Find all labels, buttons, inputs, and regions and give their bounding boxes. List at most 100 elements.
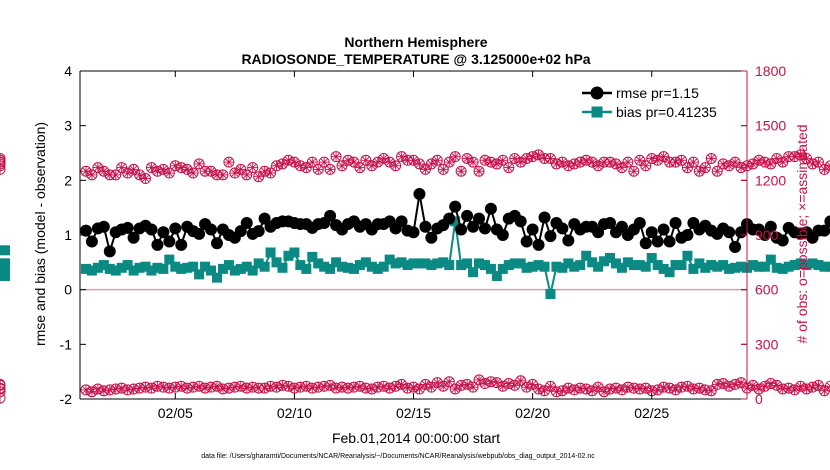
bias-point <box>265 247 276 258</box>
bias-point <box>581 250 592 261</box>
obs-assimilated-point <box>675 154 687 166</box>
obs-possible-point <box>801 383 813 395</box>
bias-point <box>801 260 812 271</box>
obs-assimilated-point <box>777 156 789 168</box>
bias-point <box>688 263 699 274</box>
obs-assimilated-point <box>247 162 259 174</box>
bias-point <box>342 262 353 273</box>
bias-point <box>539 261 550 272</box>
y-left-tick-label: 3 <box>64 118 72 134</box>
rmse-point <box>151 238 164 251</box>
rmse-point <box>484 202 497 215</box>
bias-point <box>468 267 479 278</box>
rmse-point <box>526 223 539 236</box>
obs-assimilated-point <box>467 156 479 168</box>
bias-point <box>384 254 395 265</box>
obs-possible-point <box>705 385 717 397</box>
obs-possible-point <box>693 382 705 394</box>
obs-possible-point <box>0 392 6 404</box>
bias-point <box>777 263 788 274</box>
bias-point <box>533 260 544 271</box>
obs-assimilated-point <box>753 154 765 166</box>
obs-assimilated-point <box>646 152 658 164</box>
obs-assimilated-point <box>342 154 354 166</box>
rmse-point <box>103 245 116 258</box>
obs-possible-point <box>521 381 533 393</box>
obs-assimilated-point <box>312 163 324 175</box>
obs-assimilated-point <box>98 165 110 177</box>
rmse-point <box>97 220 110 233</box>
bias-point <box>271 257 282 268</box>
obs-possible-point <box>294 381 306 393</box>
obs-assimilated-point <box>145 162 157 174</box>
plot-area <box>0 149 830 404</box>
obs-possible-point <box>723 380 735 392</box>
bias-point <box>753 261 764 272</box>
bias-point <box>664 267 675 278</box>
rmse-point <box>175 238 188 251</box>
obs-assimilated-point <box>140 173 152 185</box>
obs-assimilated-point <box>765 158 777 170</box>
rmse-point <box>210 237 223 250</box>
obs-assimilated-point <box>288 156 300 168</box>
bias-point <box>289 247 300 258</box>
obs-assimilated-point <box>151 165 163 177</box>
obs-possible-point <box>271 381 283 393</box>
bias-point <box>182 262 193 273</box>
bias-point <box>354 260 365 271</box>
bias-point <box>593 261 604 272</box>
obs-assimilated-point <box>259 165 271 177</box>
bias-point <box>259 261 270 272</box>
bias-point <box>825 261 830 272</box>
bias-point <box>235 263 246 274</box>
bias-point <box>682 250 693 261</box>
rmse-point <box>651 235 664 248</box>
obs-assimilated-point <box>491 158 503 170</box>
obs-assimilated-point <box>0 163 6 175</box>
bias-point <box>807 258 818 269</box>
obs-possible-point <box>235 380 247 392</box>
bias-point <box>348 263 359 274</box>
bias-point <box>718 260 729 271</box>
obs-assimilated-point <box>86 169 98 181</box>
rmse-point <box>205 223 218 236</box>
rmse-point <box>169 222 182 235</box>
rmse-point <box>556 222 569 235</box>
footer-data-file: data file: /Users/gharamti/Documents/NCA… <box>201 453 595 460</box>
rmse-point <box>449 200 462 213</box>
bias-point <box>610 258 621 269</box>
bias-point <box>509 258 520 269</box>
obs-assimilated-point <box>241 169 253 181</box>
obs-possible-point <box>491 377 503 389</box>
bias-point <box>634 260 645 271</box>
rmse-point <box>252 225 265 238</box>
rmse-point <box>538 211 551 224</box>
obs-assimilated-point <box>265 167 277 179</box>
bias-point <box>110 265 121 276</box>
rmse-point <box>85 235 98 248</box>
obs-assimilated-point <box>354 162 366 174</box>
bias-point <box>658 263 669 274</box>
obs-assimilated-point <box>348 156 360 168</box>
axes: -2 -1 0 1 2 3 4 0 300 600 900 1200 1500 1800 02/05 02/1… <box>60 63 787 421</box>
obs-assimilated-point <box>711 165 723 177</box>
y-axis-right-label: # of obs: o=possible; ×=assimilated <box>794 124 810 343</box>
obs-possible-point <box>187 381 199 393</box>
bias-point <box>462 258 473 269</box>
x-tick-label: 02/10 <box>277 405 312 421</box>
bias-point <box>759 261 770 272</box>
bias-point <box>747 260 758 271</box>
obs-assimilated-point <box>408 154 419 166</box>
legend-box <box>575 80 740 126</box>
y-right-tick-label: 300 <box>755 336 779 352</box>
obs-assimilated-point <box>592 160 604 172</box>
bias-point <box>521 262 532 273</box>
bias-point <box>444 260 455 271</box>
obs-possible-point <box>610 382 622 394</box>
bias-point <box>676 260 687 271</box>
obs-possible-point <box>384 382 396 394</box>
obs-possible-point <box>735 377 747 389</box>
obs-possible-point <box>681 380 693 392</box>
legend-bias-marker <box>591 106 603 118</box>
obs-possible-point <box>449 383 461 395</box>
